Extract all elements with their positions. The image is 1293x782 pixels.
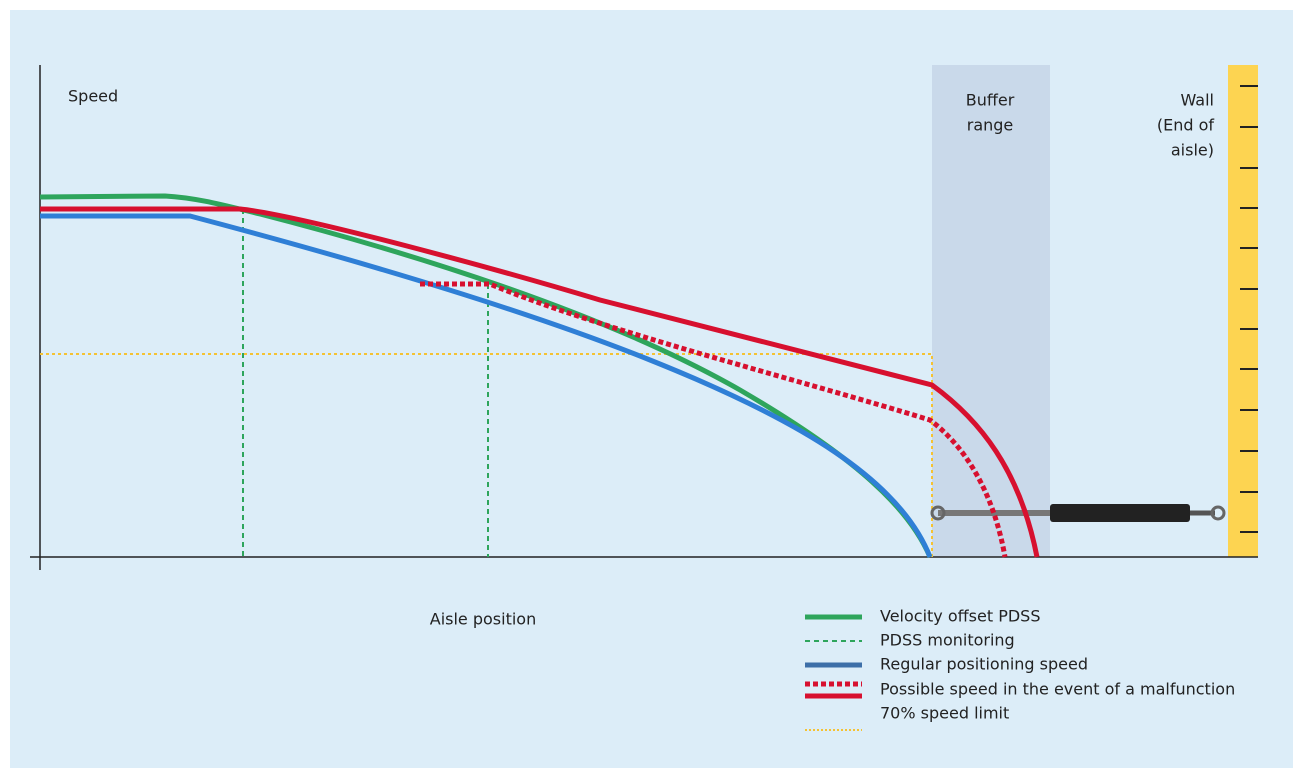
- panel: [10, 10, 1293, 768]
- x-axis-label: Aisle position: [430, 610, 536, 629]
- wall-ticks: [1240, 85, 1258, 533]
- wall: [1228, 65, 1258, 557]
- legend-label: PDSS monitoring: [880, 631, 1015, 650]
- buffer-label: range: [967, 116, 1014, 135]
- y-axis-label: Speed: [68, 87, 118, 106]
- legend: Velocity offset PDSS PDSS monitoring Reg…: [805, 607, 1235, 731]
- wall-label: Wall: [1181, 91, 1215, 110]
- regular-speed-curve: [40, 213, 933, 558]
- wall-label: (End of: [1157, 116, 1215, 135]
- legend-label: Possible speed in the event of a malfunc…: [880, 680, 1235, 699]
- legend-label: Regular positioning speed: [880, 655, 1088, 674]
- legend-label: 70% speed limit: [880, 704, 1009, 723]
- wall-label: aisle): [1171, 141, 1214, 160]
- legend-label: Velocity offset PDSS: [880, 607, 1040, 626]
- buffer-damper: [930, 504, 1226, 522]
- malfunction-curve: [40, 206, 1040, 558]
- malfunction-dotted-curve: [420, 281, 1008, 558]
- speed-limit-line: [40, 353, 933, 557]
- buffer-label: Buffer: [966, 91, 1015, 110]
- buffer-range: [932, 65, 1050, 557]
